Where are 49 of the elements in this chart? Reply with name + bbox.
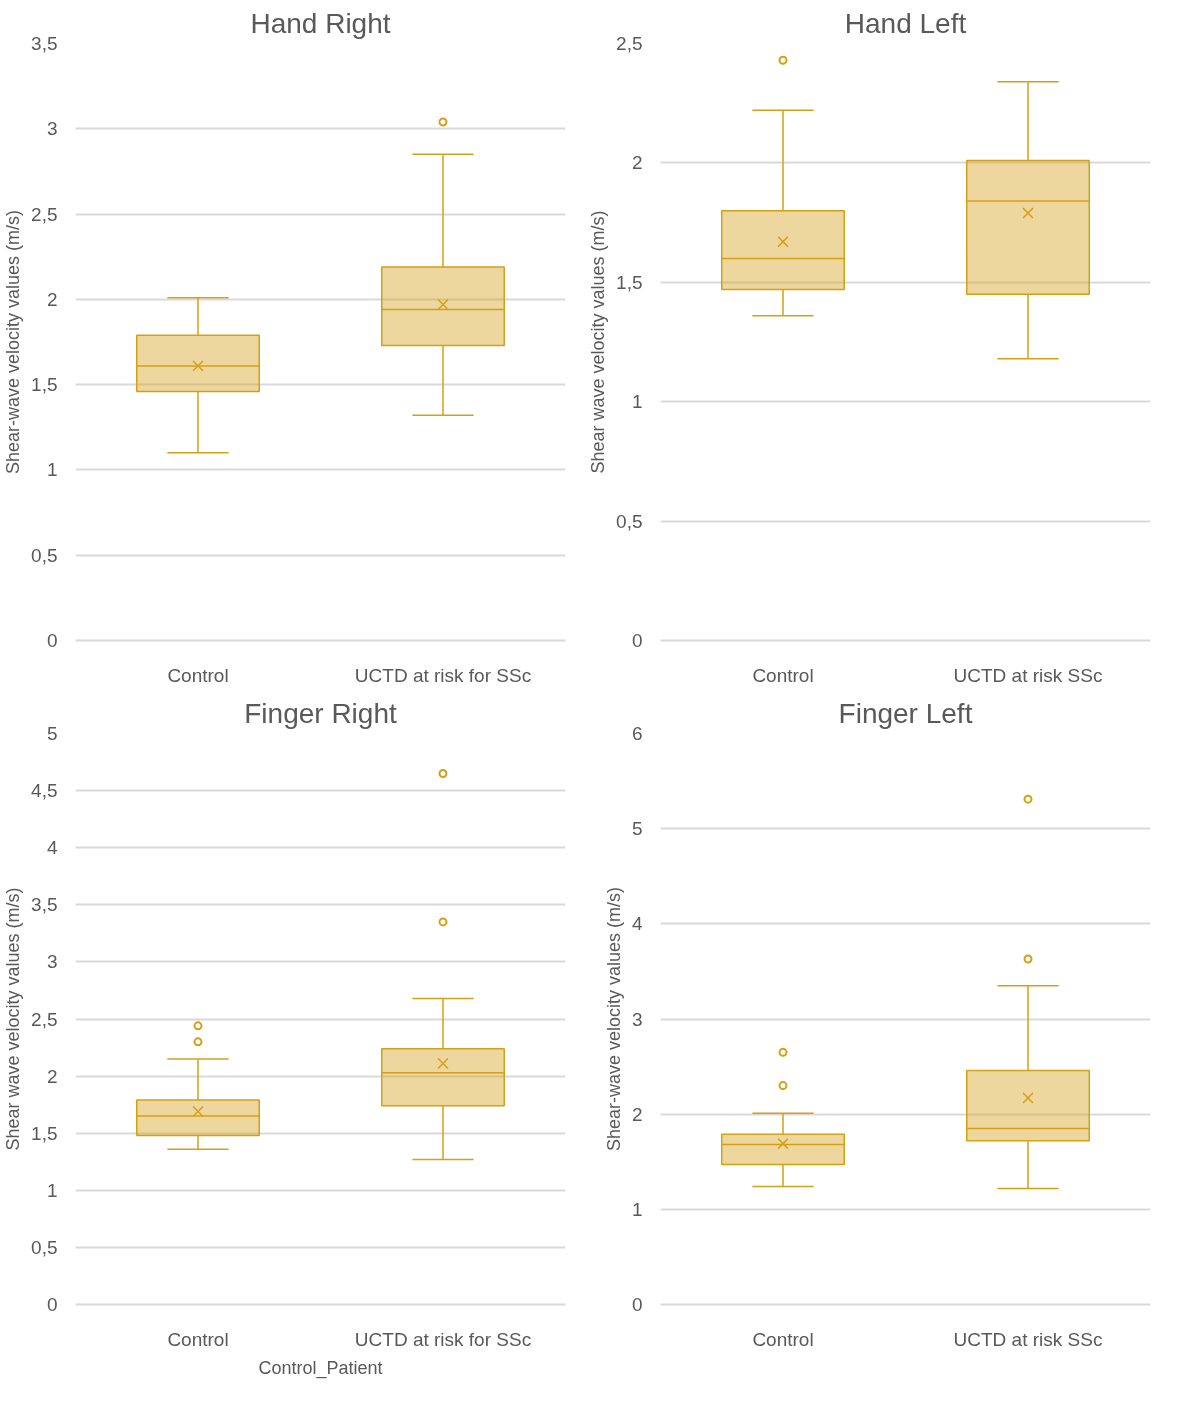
y-tick-label: 3 <box>46 118 58 140</box>
y-tick-label: 1 <box>631 391 643 413</box>
y-tick-label: 0 <box>631 630 643 651</box>
y-tick-label: 0,5 <box>31 1236 58 1258</box>
x-tick-label: Control <box>167 664 229 686</box>
x-tick-label: UCTD at risk for SSc <box>354 1328 532 1350</box>
x-tick-label: Control <box>752 664 814 686</box>
y-tick-label: 2 <box>46 1065 58 1087</box>
y-tick-label: 1 <box>631 1198 643 1220</box>
y-axis-title: Shear-wave velocity values (m/s) <box>603 886 624 1152</box>
y-tick-label: 2 <box>631 152 643 174</box>
y-tick-label: 3 <box>631 1008 643 1030</box>
chart-title: Finger Right <box>244 697 397 729</box>
y-tick-label: 2 <box>631 1103 643 1125</box>
y-tick-label: 5 <box>631 818 643 840</box>
y-tick-label: 0,5 <box>616 510 643 532</box>
x-axis-title: Control_Patient <box>258 1357 383 1379</box>
chart-title: Hand Right <box>250 7 391 39</box>
y-tick-label: 4 <box>631 913 643 935</box>
y-tick-label: 2,5 <box>616 33 643 54</box>
y-axis-title: Shear-wave velocity values (m/s) <box>3 209 24 475</box>
x-tick-label: Control <box>752 1328 814 1350</box>
x-tick-label: UCTD at risk for SSc <box>354 664 532 686</box>
y-tick-label: 5 <box>46 723 58 744</box>
y-axis-title: Shear wave velocity values (m/s) <box>3 887 24 1151</box>
y-tick-label: 2 <box>46 288 58 310</box>
y-tick-label: 1,5 <box>616 271 643 293</box>
y-tick-label: 3,5 <box>31 894 58 916</box>
y-tick-label: 0 <box>46 1294 58 1315</box>
y-tick-label: 2,5 <box>31 1008 58 1030</box>
y-tick-label: 1 <box>46 1179 58 1201</box>
chart-title: Finger Left <box>838 697 973 729</box>
y-tick-label: 1,5 <box>31 374 58 396</box>
y-tick-label: 1,5 <box>31 1122 58 1144</box>
y-tick-label: 6 <box>631 723 643 744</box>
y-tick-label: 0,5 <box>31 544 58 566</box>
y-tick-label: 3 <box>46 951 58 973</box>
y-tick-label: 3,5 <box>31 33 58 54</box>
x-tick-label: UCTD at risk SSc <box>953 664 1103 686</box>
y-tick-label: 4,5 <box>31 780 58 802</box>
y-axis-title: Shear wave velocity values (m/s) <box>588 210 609 474</box>
y-tick-label: 1 <box>46 459 58 481</box>
x-tick-label: Control <box>167 1328 229 1350</box>
y-tick-label: 0 <box>46 630 58 651</box>
chart-title: Hand Left <box>844 7 967 39</box>
y-tick-label: 0 <box>631 1294 643 1315</box>
x-tick-label: UCTD at risk SSc <box>953 1328 1103 1350</box>
y-tick-label: 2,5 <box>31 203 58 225</box>
y-tick-label: 4 <box>46 837 58 859</box>
